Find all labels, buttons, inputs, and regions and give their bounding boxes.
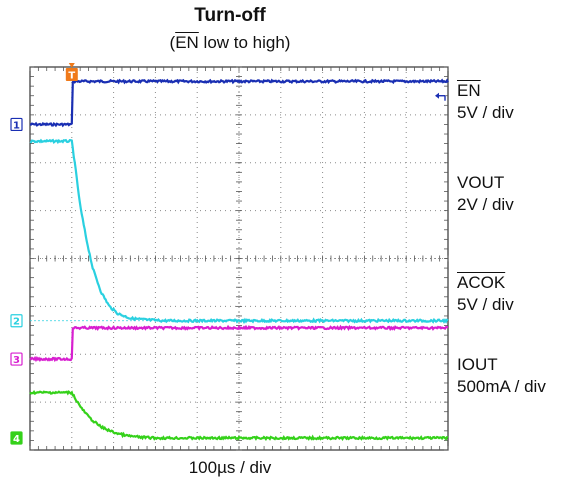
trigger-level-arrow — [435, 92, 439, 99]
channel-marker-3 — [10, 352, 23, 366]
trace-en — [29, 78, 449, 128]
channel-marker-label-1: 1 — [13, 120, 20, 131]
trace-vout — [29, 138, 449, 325]
trace-iout — [29, 389, 449, 442]
trigger-marker-label: T — [68, 71, 75, 82]
channel-marker-label-3: 3 — [13, 355, 20, 366]
label-acok-name: ACOK — [457, 273, 506, 292]
label-en-scale: 5V / div — [457, 103, 514, 122]
subtitle-pre: ( — [169, 33, 176, 52]
label-en-name: EN — [457, 81, 481, 100]
subtitle-overbar: EN — [175, 33, 199, 52]
channel-marker-4 — [10, 431, 23, 445]
label-iout: IOUT 500mA / div — [457, 354, 546, 398]
label-acok-scale: 5V / div — [457, 295, 514, 314]
channel-marker-2 — [10, 314, 23, 328]
label-iout-scale: 500mA / div — [457, 377, 546, 396]
subtitle-post: low to high) — [198, 33, 291, 52]
channel-marker-1 — [10, 117, 23, 132]
label-en: EN 5V / div — [457, 80, 514, 124]
chart-title: Turn-off — [194, 5, 266, 26]
label-vout-name: VOUT — [457, 173, 505, 192]
label-vout-scale: 2V / div — [457, 195, 514, 214]
trigger-arrow — [68, 63, 75, 68]
channel-marker-label-2: 2 — [13, 317, 20, 328]
label-iout-name: IOUT — [457, 355, 498, 374]
label-acok: ACOK 5V / div — [457, 272, 514, 316]
chart-subtitle: (EN low to high) — [0, 33, 460, 53]
x-axis-label: 100µs / div — [188, 458, 272, 477]
trace-acok — [29, 324, 449, 363]
trigger-marker — [65, 68, 78, 81]
channel-marker-label-4: 4 — [13, 434, 20, 445]
label-vout: VOUT 2V / div — [457, 172, 514, 216]
